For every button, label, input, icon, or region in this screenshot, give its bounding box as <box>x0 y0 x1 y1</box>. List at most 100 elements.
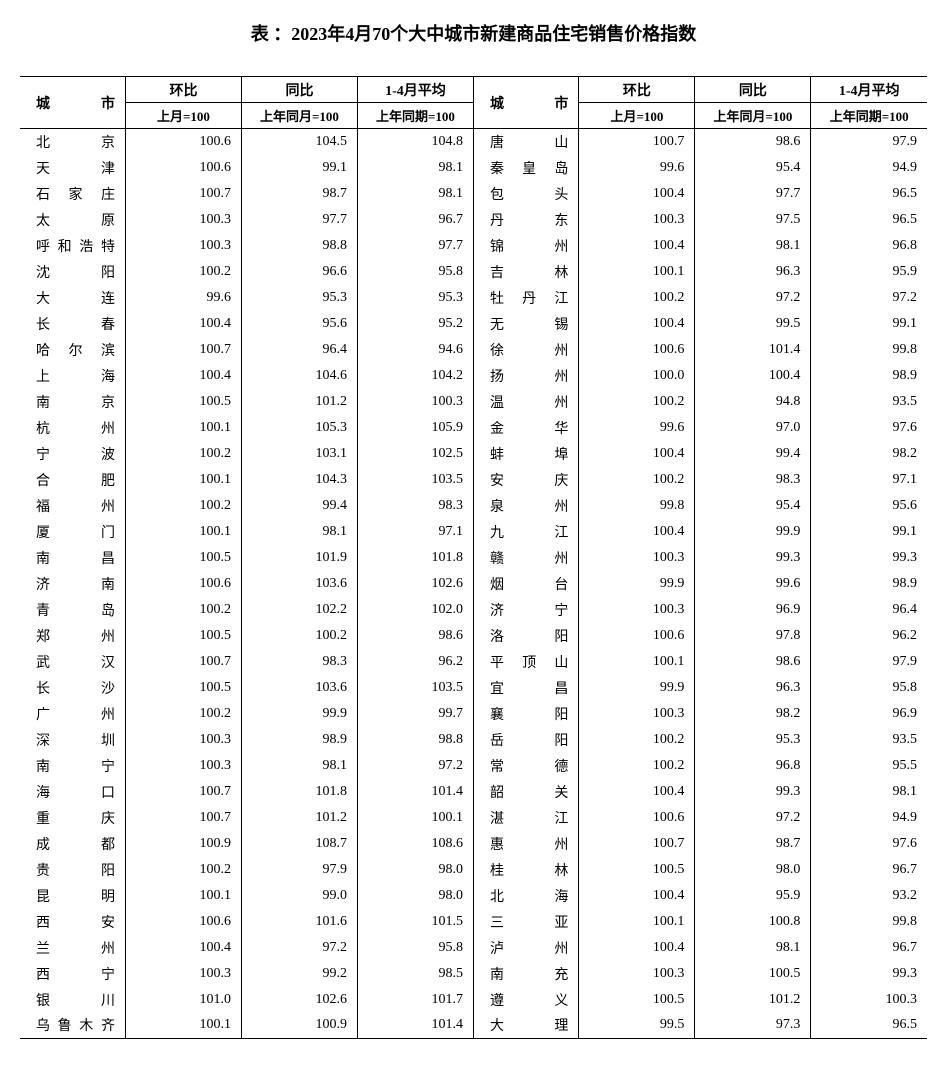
table-row: 上 海100.4104.6104.2扬 州100.0100.498.9 <box>20 363 927 389</box>
mom-cell: 100.7 <box>125 649 241 675</box>
table-title: 表 ：2023年4月70个大中城市新建商品住宅销售价格指数 <box>20 20 927 46</box>
avg-cell: 95.2 <box>357 311 473 337</box>
table-row: 厦 门100.198.197.1九 江100.499.999.1 <box>20 519 927 545</box>
city-cell: 吉 林 <box>473 259 578 285</box>
mom-cell: 100.4 <box>579 519 695 545</box>
yoy-cell: 98.1 <box>241 519 357 545</box>
mom-cell: 100.4 <box>579 441 695 467</box>
city-cell: 三 亚 <box>473 909 578 935</box>
yoy-cell: 98.2 <box>695 701 811 727</box>
avg-cell: 101.7 <box>357 987 473 1013</box>
avg-cell: 99.1 <box>811 519 927 545</box>
yoy-cell: 100.4 <box>695 363 811 389</box>
yoy-cell: 99.1 <box>241 155 357 181</box>
mom-cell: 100.3 <box>125 753 241 779</box>
yoy-cell: 99.4 <box>695 441 811 467</box>
avg-cell: 98.1 <box>357 181 473 207</box>
yoy-cell: 94.8 <box>695 389 811 415</box>
mom-cell: 100.6 <box>125 571 241 597</box>
avg-cell: 96.2 <box>811 623 927 649</box>
mom-cell: 100.4 <box>579 311 695 337</box>
avg-cell: 99.8 <box>811 337 927 363</box>
city-cell: 安 庆 <box>473 467 578 493</box>
yoy-cell: 99.2 <box>241 961 357 987</box>
mom-cell: 99.6 <box>579 415 695 441</box>
yoy-cell: 99.9 <box>695 519 811 545</box>
yoy-cell: 102.2 <box>241 597 357 623</box>
yoy-cell: 100.9 <box>241 1013 357 1039</box>
mom-cell: 100.3 <box>125 961 241 987</box>
avg-cell: 95.8 <box>357 935 473 961</box>
yoy-cell: 100.8 <box>695 909 811 935</box>
avg-cell: 101.5 <box>357 909 473 935</box>
avg-cell: 98.5 <box>357 961 473 987</box>
avg-cell: 96.5 <box>811 207 927 233</box>
yoy-cell: 104.3 <box>241 467 357 493</box>
city-cell: 遵 义 <box>473 987 578 1013</box>
mom-cell: 100.6 <box>125 909 241 935</box>
yoy-cell: 99.0 <box>241 883 357 909</box>
mom-cell: 100.1 <box>579 649 695 675</box>
city-cell: 秦 皇 岛 <box>473 155 578 181</box>
yoy-cell: 101.2 <box>241 805 357 831</box>
avg-cell: 102.5 <box>357 441 473 467</box>
city-cell: 常 德 <box>473 753 578 779</box>
mom-cell: 100.1 <box>125 415 241 441</box>
yoy-cell: 98.1 <box>241 753 357 779</box>
avg-cell: 96.2 <box>357 649 473 675</box>
table-row: 哈 尔 滨100.796.494.6徐 州100.6101.499.8 <box>20 337 927 363</box>
table-row: 长 春100.495.695.2无 锡100.499.599.1 <box>20 311 927 337</box>
avg-cell: 98.2 <box>811 441 927 467</box>
header-row-1: 城市 环比 同比 1-4月平均 城市 环比 同比 1-4月平均 <box>20 77 927 103</box>
city-cell: 赣 州 <box>473 545 578 571</box>
yoy-cell: 98.9 <box>241 727 357 753</box>
yoy-cell: 98.8 <box>241 233 357 259</box>
avg-cell: 95.8 <box>357 259 473 285</box>
avg-cell: 95.5 <box>811 753 927 779</box>
yoy-cell: 100.2 <box>241 623 357 649</box>
yoy-cell: 95.4 <box>695 155 811 181</box>
city-cell: 广 州 <box>20 701 125 727</box>
mom-cell: 101.0 <box>125 987 241 1013</box>
mom-cell: 100.4 <box>579 779 695 805</box>
city-cell: 蚌 埠 <box>473 441 578 467</box>
mom-cell: 99.9 <box>579 675 695 701</box>
table-row: 贵 阳100.297.998.0桂 林100.598.096.7 <box>20 857 927 883</box>
mom-cell: 100.3 <box>579 207 695 233</box>
yoy-cell: 105.3 <box>241 415 357 441</box>
mom-cell: 100.7 <box>579 129 695 155</box>
city-cell: 合 肥 <box>20 467 125 493</box>
yoy-cell: 97.3 <box>695 1013 811 1039</box>
city-cell: 宁 波 <box>20 441 125 467</box>
yoy-cell: 104.5 <box>241 129 357 155</box>
avg-cell: 108.6 <box>357 831 473 857</box>
mom-cell: 100.2 <box>125 701 241 727</box>
yoy-cell: 95.4 <box>695 493 811 519</box>
mom-cell: 100.7 <box>125 181 241 207</box>
yoy-cell: 100.5 <box>695 961 811 987</box>
mom-cell: 100.7 <box>579 831 695 857</box>
yoy-cell: 96.3 <box>695 675 811 701</box>
city-cell: 宜 昌 <box>473 675 578 701</box>
yoy-cell: 101.2 <box>241 389 357 415</box>
yoy-cell: 98.6 <box>695 129 811 155</box>
mom-cell: 100.1 <box>125 883 241 909</box>
table-row: 广 州100.299.999.7襄 阳100.398.296.9 <box>20 701 927 727</box>
table-row: 杭 州100.1105.3105.9金 华99.697.097.6 <box>20 415 927 441</box>
city-cell: 长 春 <box>20 311 125 337</box>
table-row: 沈 阳100.296.695.8吉 林100.196.395.9 <box>20 259 927 285</box>
table-row: 南 京100.5101.2100.3温 州100.294.893.5 <box>20 389 927 415</box>
mom-cell: 99.6 <box>579 155 695 181</box>
yoy-cell: 103.1 <box>241 441 357 467</box>
city-cell: 北 京 <box>20 129 125 155</box>
yoy-cell: 95.3 <box>241 285 357 311</box>
table-row: 西 宁100.399.298.5南 充100.3100.599.3 <box>20 961 927 987</box>
yoy-cell: 98.7 <box>695 831 811 857</box>
avg-cell: 97.6 <box>811 415 927 441</box>
avg-cell: 96.5 <box>811 1013 927 1039</box>
mom-cell: 100.6 <box>579 623 695 649</box>
mom-cell: 100.4 <box>125 363 241 389</box>
mom-cell: 100.4 <box>125 311 241 337</box>
avg-cell: 95.6 <box>811 493 927 519</box>
table-row: 福 州100.299.498.3泉 州99.895.495.6 <box>20 493 927 519</box>
